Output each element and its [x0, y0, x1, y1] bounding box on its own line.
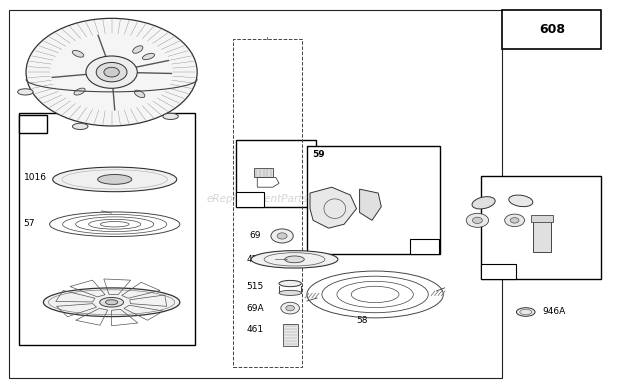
Text: 59: 59	[312, 150, 324, 160]
Bar	[283, 324, 298, 346]
Circle shape	[96, 62, 127, 82]
Bar	[19, 113, 195, 345]
Ellipse shape	[279, 290, 301, 296]
Circle shape	[505, 214, 525, 227]
Circle shape	[466, 213, 489, 227]
Ellipse shape	[285, 256, 304, 263]
Bar	[254, 168, 273, 177]
Bar	[9, 10, 502, 378]
Bar	[533, 220, 551, 252]
Ellipse shape	[17, 89, 33, 95]
Ellipse shape	[472, 197, 495, 209]
Circle shape	[104, 67, 119, 77]
Text: 57: 57	[24, 218, 35, 228]
Bar	[236, 192, 264, 207]
Bar	[232, 39, 302, 367]
Ellipse shape	[135, 90, 145, 98]
Text: 69: 69	[250, 231, 262, 241]
Bar	[480, 264, 516, 279]
Ellipse shape	[73, 123, 88, 129]
Text: 515: 515	[246, 282, 264, 291]
Bar	[410, 239, 439, 254]
Text: 456: 456	[246, 255, 264, 264]
Circle shape	[271, 229, 293, 243]
Text: 608: 608	[539, 23, 565, 36]
Ellipse shape	[74, 88, 85, 95]
Bar	[502, 10, 601, 49]
Ellipse shape	[509, 195, 533, 207]
Ellipse shape	[105, 300, 118, 305]
Ellipse shape	[73, 50, 84, 57]
Ellipse shape	[97, 174, 131, 184]
Bar	[307, 146, 440, 254]
Circle shape	[277, 233, 287, 239]
Ellipse shape	[43, 288, 180, 317]
Bar	[19, 115, 46, 133]
Circle shape	[286, 305, 294, 311]
Ellipse shape	[53, 167, 177, 191]
Ellipse shape	[251, 251, 338, 268]
Circle shape	[26, 18, 197, 126]
Text: 60: 60	[413, 241, 425, 251]
Circle shape	[472, 217, 482, 223]
Ellipse shape	[133, 46, 143, 53]
Polygon shape	[310, 187, 356, 228]
Text: 56: 56	[22, 119, 36, 129]
Text: 946: 946	[484, 267, 501, 276]
Circle shape	[281, 302, 299, 314]
Text: 58: 58	[356, 316, 368, 325]
Text: 1016: 1016	[24, 173, 46, 182]
Ellipse shape	[516, 308, 535, 316]
Circle shape	[510, 218, 519, 223]
Bar	[531, 215, 553, 222]
Ellipse shape	[279, 280, 301, 287]
Ellipse shape	[163, 113, 179, 119]
Text: 946A: 946A	[542, 307, 565, 317]
Text: 55: 55	[175, 66, 187, 75]
Ellipse shape	[143, 53, 154, 60]
Polygon shape	[360, 189, 381, 220]
Bar	[236, 140, 316, 207]
Text: 461: 461	[246, 325, 264, 334]
Circle shape	[86, 56, 137, 88]
Text: eReplacementParts.com: eReplacementParts.com	[206, 194, 334, 204]
Ellipse shape	[100, 298, 123, 307]
Text: 69A: 69A	[246, 303, 264, 313]
Bar	[480, 176, 601, 279]
Text: 459: 459	[238, 195, 255, 204]
